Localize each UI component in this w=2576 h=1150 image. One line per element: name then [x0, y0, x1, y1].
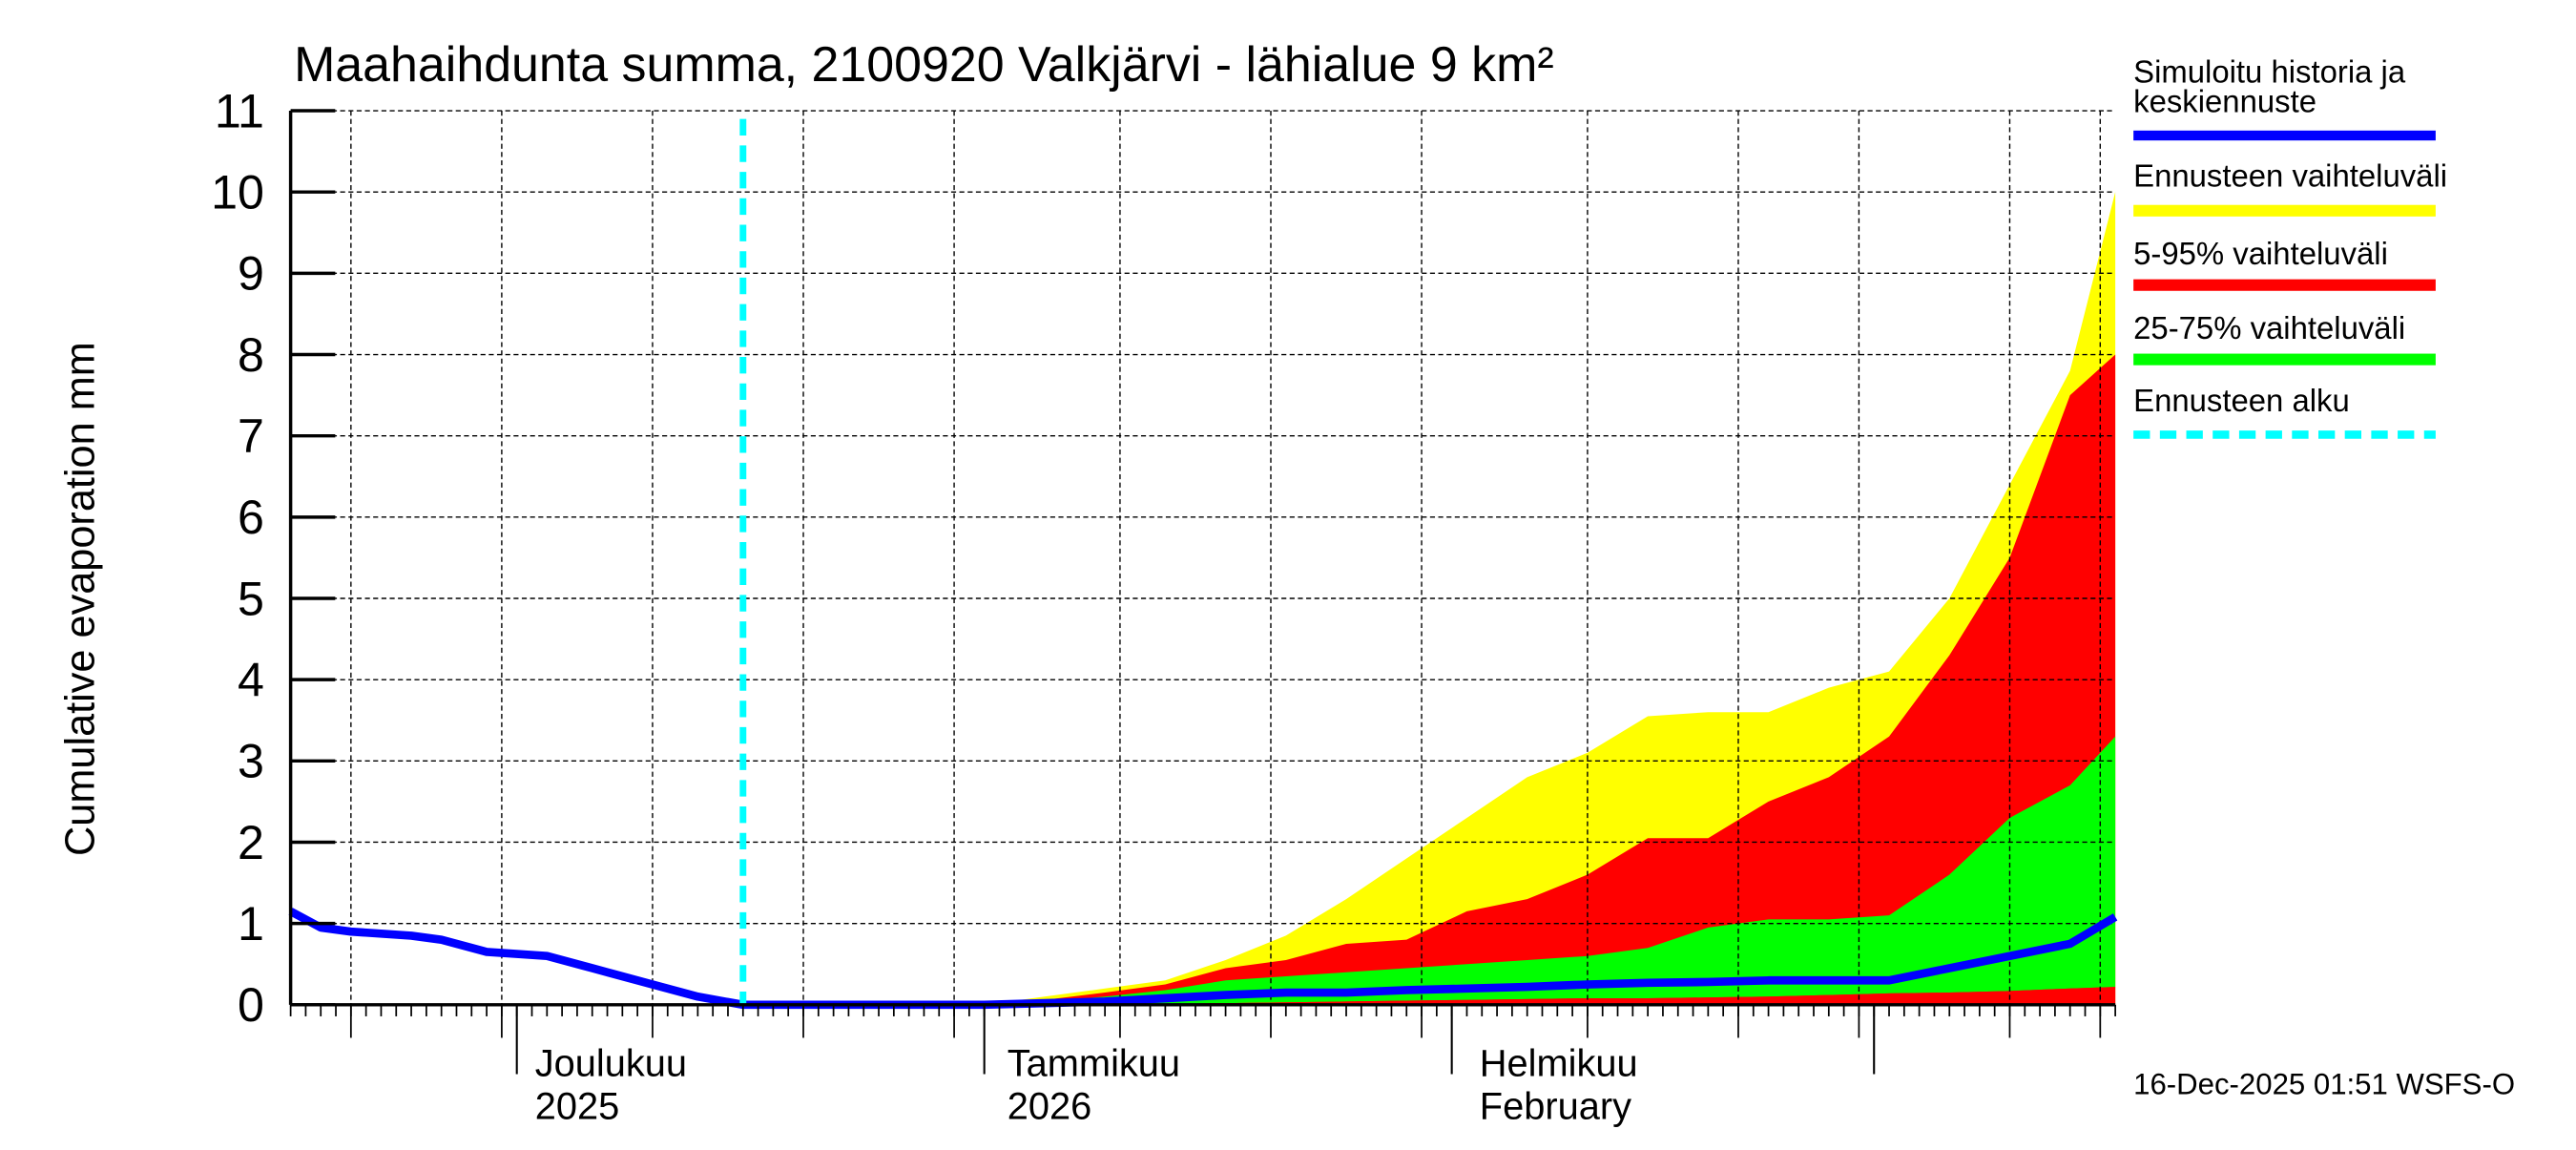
legend-label-mean-1: Simuloitu historia ja — [2133, 54, 2406, 90]
legend-swatch-yellow — [2133, 204, 2436, 217]
chart-title: Maahaihdunta summa, 2100920 Valkjärvi - … — [294, 37, 1554, 93]
legend-swatch-green — [2133, 353, 2436, 366]
y-tick-labels: 0 1 2 3 4 5 6 7 8 9 10 11 — [211, 84, 264, 1032]
y-tick-label: 5 — [238, 572, 264, 625]
x-label-helmikuu: Helmikuu — [1480, 1042, 1638, 1084]
x-label-2026: 2026 — [1008, 1085, 1092, 1127]
y-tick-label: 8 — [238, 328, 264, 382]
legend-item-5-95: 5-95% vaihteluväli — [2133, 236, 2436, 291]
legend-label-range: Ennusteen vaihteluväli — [2133, 158, 2447, 194]
band-red-lower — [742, 987, 2116, 1005]
y-tick-label: 10 — [211, 165, 264, 219]
legend-item-mean: Simuloitu historia ja keskiennuste — [2133, 54, 2436, 141]
y-axis-label: Cumulative evaporation mm — [58, 342, 104, 856]
mean-forecast-line — [288, 908, 2118, 1010]
y-tick-label: 2 — [238, 816, 264, 869]
y-tick-label: 0 — [238, 978, 264, 1032]
x-tick-labels: Joulukuu 2025 Tammikuu 2026 Helmikuu Feb… — [535, 1042, 1638, 1127]
axes — [288, 109, 2116, 1075]
y-tick-label: 7 — [238, 409, 264, 463]
legend-item-range: Ennusteen vaihteluväli — [2133, 158, 2447, 217]
band-green-25-75 — [742, 736, 2116, 1005]
y-tick-label: 11 — [215, 84, 264, 137]
y-tick-label: 6 — [238, 491, 264, 544]
legend: Simuloitu historia ja keskiennuste Ennus… — [2133, 54, 2447, 439]
x-label-tammikuu: Tammikuu — [1008, 1042, 1180, 1084]
legend-item-forecast-start: Ennusteen alku — [2133, 383, 2436, 439]
y-tick-label: 9 — [238, 247, 264, 301]
legend-swatch-red — [2133, 279, 2436, 291]
legend-swatch-blue — [2133, 130, 2436, 141]
x-label-february: February — [1480, 1085, 1631, 1127]
legend-label-mean-2: keskiennuste — [2133, 84, 2316, 119]
timestamp: 16-Dec-2025 01:51 WSFS-O — [2133, 1067, 2515, 1100]
y-tick-label: 3 — [238, 735, 264, 788]
legend-label-25-75: 25-75% vaihteluväli — [2133, 310, 2405, 345]
legend-label-5-95: 5-95% vaihteluväli — [2133, 236, 2388, 271]
x-label-joulukuu: Joulukuu — [535, 1042, 687, 1084]
y-tick-label: 1 — [238, 897, 264, 951]
mean-line — [288, 908, 2118, 1010]
legend-label-forecast-start: Ennusteen alku — [2133, 383, 2350, 418]
grid-lines — [290, 110, 2116, 1005]
legend-item-25-75: 25-75% vaihteluväli — [2133, 310, 2436, 366]
y-tick-label: 4 — [238, 653, 264, 706]
x-label-2025: 2025 — [535, 1085, 620, 1127]
